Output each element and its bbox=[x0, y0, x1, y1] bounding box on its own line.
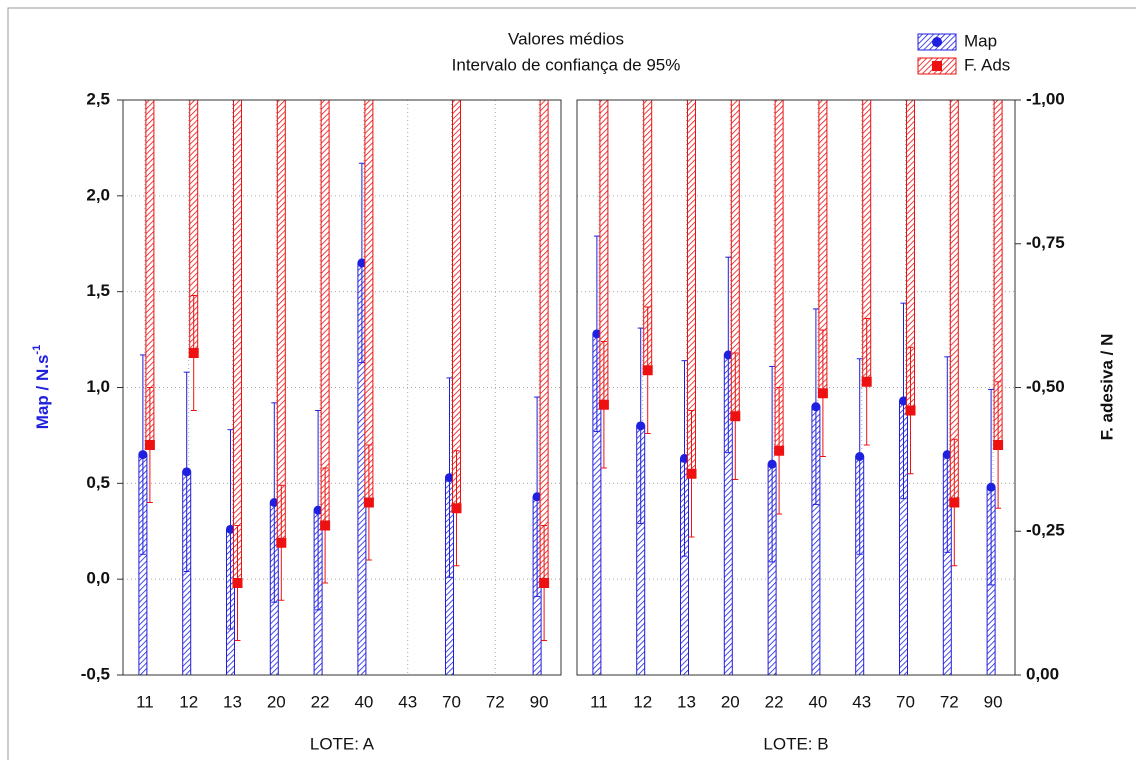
marker bbox=[363, 497, 374, 508]
marker bbox=[730, 411, 741, 422]
x-tick-label: 70 bbox=[442, 692, 461, 711]
marker bbox=[686, 468, 697, 479]
marker bbox=[942, 450, 952, 460]
marker bbox=[592, 329, 602, 339]
y-axis-title: Map / N.s-1 bbox=[31, 345, 53, 429]
x-tick-label: 12 bbox=[633, 692, 652, 711]
legend-marker bbox=[932, 37, 942, 47]
marker bbox=[767, 459, 777, 469]
marker bbox=[226, 524, 235, 534]
marker bbox=[445, 473, 454, 483]
marker bbox=[320, 520, 331, 531]
marker bbox=[232, 578, 243, 588]
x-tick-label: 11 bbox=[136, 692, 154, 711]
marker bbox=[539, 578, 550, 588]
x-tick-label: 20 bbox=[721, 692, 740, 711]
marker bbox=[986, 482, 996, 492]
y-tick-label: 0,5 bbox=[86, 473, 110, 492]
bar bbox=[364, 99, 374, 503]
x-tick-label: 22 bbox=[311, 692, 330, 711]
x-tick-label: 72 bbox=[940, 692, 959, 711]
x-tick-label: 43 bbox=[398, 692, 417, 711]
marker bbox=[313, 505, 323, 515]
y-axis-title-sup: -1 bbox=[31, 345, 43, 355]
marker bbox=[905, 405, 916, 416]
marker bbox=[276, 537, 287, 548]
panel-label: LOTE: B bbox=[763, 734, 828, 753]
y-tick-label: 1,5 bbox=[86, 281, 110, 300]
legend-marker bbox=[932, 61, 942, 71]
marker bbox=[182, 467, 192, 477]
panel-label: LOTE: A bbox=[310, 734, 375, 753]
frame bbox=[7, 7, 1136, 760]
marker bbox=[774, 445, 785, 456]
marker bbox=[269, 498, 279, 507]
marker bbox=[451, 503, 462, 514]
marker bbox=[817, 388, 828, 399]
y2-tick-label: -0,50 bbox=[1026, 377, 1065, 396]
y2-tick-label: -1,00 bbox=[1026, 89, 1065, 108]
marker bbox=[144, 440, 155, 450]
y-tick-label: 2,5 bbox=[86, 89, 110, 108]
marker bbox=[899, 396, 908, 406]
legend-label: F. Ads bbox=[964, 55, 1010, 74]
x-tick-label: 11 bbox=[590, 692, 608, 711]
bar bbox=[539, 99, 549, 584]
marker bbox=[811, 402, 821, 412]
y2-tick-label: -0,75 bbox=[1026, 233, 1065, 252]
marker bbox=[636, 421, 646, 431]
bar bbox=[320, 99, 330, 526]
y-tick-label: 0,0 bbox=[86, 569, 110, 588]
y2-axis-title: F. adesiva / N bbox=[1097, 334, 1116, 441]
chart-subtitle: Intervalo de confiança de 95% bbox=[452, 55, 681, 74]
marker bbox=[723, 350, 733, 360]
y2-tick-label: -0,25 bbox=[1026, 521, 1065, 540]
x-tick-label: 13 bbox=[223, 692, 242, 711]
y-tick-label: 1,0 bbox=[86, 377, 110, 396]
marker bbox=[138, 450, 148, 460]
y-tick-label: 2,0 bbox=[86, 185, 110, 204]
y-tick-label: -0,5 bbox=[81, 664, 110, 683]
x-tick-label: 70 bbox=[896, 692, 915, 711]
marker bbox=[855, 452, 865, 461]
x-tick-label: 43 bbox=[852, 692, 871, 711]
marker bbox=[949, 497, 960, 508]
bar bbox=[276, 99, 286, 544]
x-tick-label: 20 bbox=[267, 692, 286, 711]
y-axis-title-main: Map / N.s bbox=[33, 355, 52, 430]
marker bbox=[357, 258, 367, 268]
bar bbox=[452, 99, 461, 509]
x-tick-label: 22 bbox=[765, 692, 784, 711]
y2-tick-label: 0,00 bbox=[1026, 664, 1059, 683]
x-tick-label: 72 bbox=[486, 692, 505, 711]
legend-label: Map bbox=[964, 31, 997, 50]
x-tick-label: 40 bbox=[354, 692, 373, 711]
marker bbox=[680, 453, 689, 463]
marker bbox=[993, 440, 1004, 450]
x-tick-label: 12 bbox=[179, 692, 198, 711]
x-tick-label: 13 bbox=[677, 692, 696, 711]
marker bbox=[642, 365, 653, 376]
x-tick-label: 90 bbox=[984, 692, 1003, 711]
marker bbox=[861, 376, 872, 387]
x-tick-label: 90 bbox=[530, 692, 549, 711]
x-tick-label: 40 bbox=[808, 692, 827, 711]
bar bbox=[233, 99, 242, 584]
marker bbox=[532, 492, 542, 502]
marker bbox=[598, 399, 609, 410]
chart-title: Valores médios bbox=[508, 29, 624, 48]
marker bbox=[188, 348, 199, 358]
